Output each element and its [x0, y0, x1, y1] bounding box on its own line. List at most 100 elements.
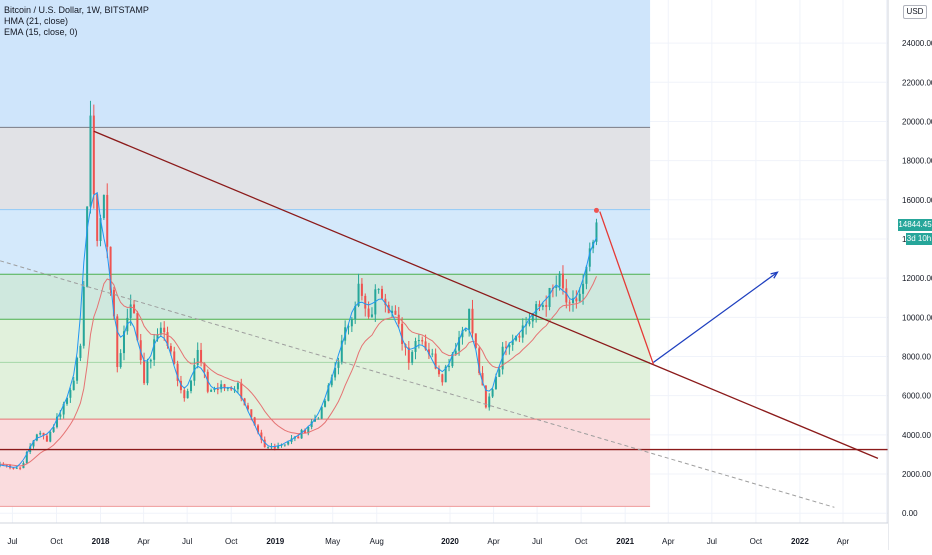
candle-body [575, 298, 578, 302]
candle-body [246, 405, 249, 410]
candle-body [166, 332, 169, 346]
ema-legend[interactable]: EMA (15, close, 0) [4, 27, 78, 37]
y-tick-label: 12000.00 [902, 274, 932, 283]
candle-body [156, 334, 159, 340]
candle-body [66, 397, 69, 404]
candle-body [136, 313, 139, 341]
candle-body [411, 351, 414, 363]
x-tick-label: Oct [50, 537, 63, 546]
ema-line [0, 276, 597, 467]
candle-body [541, 305, 544, 308]
candle-body [488, 396, 491, 408]
candle-body [19, 467, 22, 469]
candle-body [582, 283, 585, 294]
y-tick-label: 4000.00 [902, 431, 931, 440]
candle-body [347, 326, 350, 328]
hma-legend[interactable]: HMA (21, close) [4, 16, 69, 26]
candle-body [431, 353, 434, 355]
candle-body [350, 319, 353, 327]
y-tick-label: 8000.00 [902, 353, 931, 362]
candle-body [504, 346, 507, 348]
candle-body [220, 384, 223, 390]
candle-body [273, 446, 276, 449]
candle-body [287, 441, 290, 445]
candle-body [133, 304, 136, 314]
candle-body [578, 293, 581, 302]
x-tick-label: Apr [837, 537, 850, 546]
candle-body [585, 266, 588, 284]
candle-body [223, 384, 226, 389]
candle-body [72, 380, 75, 391]
candle-body [384, 298, 387, 305]
candle-body [360, 283, 363, 296]
candle-body [381, 288, 384, 299]
candle-body [200, 349, 203, 364]
candle-body [303, 429, 306, 434]
candle-body [129, 304, 132, 318]
y-tick-label: 10000.00 [902, 313, 932, 322]
candle-body [555, 286, 558, 288]
candle-body [481, 373, 484, 386]
y-tick-label: 22000.00 [902, 78, 932, 87]
candle-body [334, 367, 337, 378]
y-tick-label: 0.00 [902, 509, 918, 518]
y-tick-label: 20000.00 [902, 117, 932, 126]
x-tick-label: Jul [532, 537, 542, 546]
candle-body [354, 306, 357, 320]
candle-body [448, 366, 451, 368]
candle-body [511, 340, 514, 345]
candle-body [397, 314, 400, 324]
hma-line [0, 191, 597, 468]
candle-body [106, 194, 109, 247]
candle-body [52, 427, 55, 432]
symbol-title[interactable]: Bitcoin / U.S. Dollar, 1W, BITSTAMP [4, 5, 149, 15]
candle-body [196, 349, 199, 366]
candle-body [59, 414, 62, 417]
x-tick-label: 2018 [92, 537, 110, 546]
candle-body [39, 432, 42, 435]
candle-body [424, 341, 427, 350]
candle-body [317, 418, 320, 420]
candle-body [394, 310, 397, 315]
candle-body [176, 363, 179, 381]
candle-body [307, 427, 310, 434]
candle-body [471, 308, 474, 334]
candle-body [518, 335, 521, 338]
candle-body [82, 286, 85, 346]
candle-body [45, 435, 48, 442]
candle-body [119, 353, 122, 368]
x-tick-label: 2019 [266, 537, 284, 546]
x-tick-label: 2021 [616, 537, 634, 546]
candle-body [421, 340, 424, 342]
candle-body [99, 218, 102, 241]
currency-button[interactable]: USD [903, 5, 927, 19]
candle-body [300, 429, 303, 439]
candle-body [538, 304, 541, 308]
y-tick-label: 16000.00 [902, 196, 932, 205]
candle-body [572, 298, 575, 303]
candle-body [337, 361, 340, 368]
candle-body [109, 246, 112, 290]
candle-body [535, 304, 538, 315]
candle-body [498, 369, 501, 377]
candle-body [92, 115, 95, 195]
candle-body [116, 316, 119, 368]
candle-body [330, 377, 333, 386]
candle-body [283, 444, 286, 446]
candle-body [213, 388, 216, 391]
candle-body [451, 353, 454, 367]
candle-body [367, 308, 370, 317]
x-tick-label: Oct [575, 537, 588, 546]
candle-body [595, 222, 598, 242]
candle-body [491, 389, 494, 397]
candle-body [391, 310, 394, 314]
candle-body [112, 289, 115, 317]
price-zone [0, 274, 651, 320]
price-zone [0, 127, 651, 210]
y-tick-label: 2000.00 [902, 470, 931, 479]
candle-body [267, 446, 270, 448]
candle-body [414, 341, 417, 352]
candle-body [159, 327, 162, 335]
